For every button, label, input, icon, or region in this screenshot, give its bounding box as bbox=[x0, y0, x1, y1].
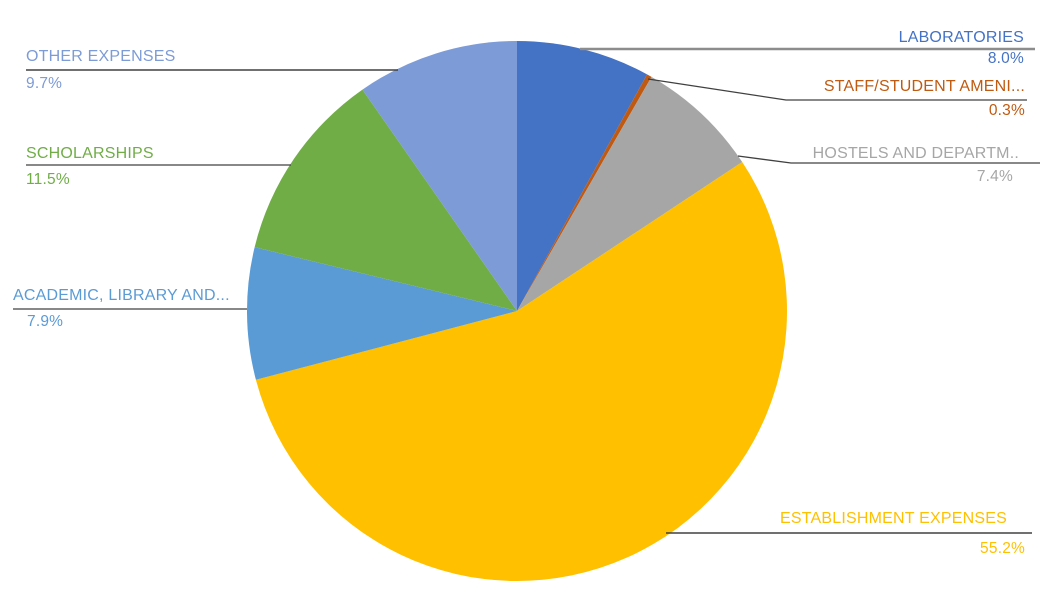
pie-slice-laboratories bbox=[517, 41, 648, 311]
leader-line-hostels-and-departments bbox=[737, 155, 1040, 164]
pie-slice-hostels-and-departm bbox=[517, 76, 743, 311]
label-academic-library: ACADEMIC, LIBRARY AND... bbox=[13, 287, 230, 304]
value-other-expenses: 9.7% bbox=[26, 75, 63, 92]
leader-line-staff-student-amenities bbox=[647, 78, 1027, 101]
pie-slice-other-expenses bbox=[362, 40, 517, 311]
pie-slice-establishment-expenses bbox=[255, 162, 788, 582]
pie bbox=[247, 40, 788, 582]
label-scholarships: SCHOLARSHIPS bbox=[26, 145, 154, 162]
value-hostels-and-departments: 7.4% bbox=[976, 168, 1013, 185]
value-academic-library: 7.9% bbox=[27, 313, 64, 330]
value-laboratories: 8.0% bbox=[987, 50, 1024, 67]
value-scholarships: 11.5% bbox=[26, 171, 70, 188]
pie-slice-academic-library-and bbox=[247, 247, 517, 380]
value-establishment-expenses: 55.2% bbox=[980, 540, 1025, 557]
label-establishment-expenses: ESTABLISHMENT EXPENSES bbox=[780, 510, 1007, 527]
label-laboratories: LABORATORIES bbox=[898, 29, 1024, 46]
pie-slice-staff-student-ameni bbox=[517, 74, 652, 312]
label-hostels-and-departments: HOSTELS AND DEPARTM.. bbox=[812, 145, 1019, 162]
label-other-expenses: OTHER EXPENSES bbox=[26, 48, 176, 65]
label-staff-student-amenities: STAFF/STUDENT AMENI... bbox=[823, 78, 1025, 95]
value-staff-student-amenities: 0.3% bbox=[988, 102, 1025, 119]
pie-slice-scholarships bbox=[254, 89, 517, 311]
